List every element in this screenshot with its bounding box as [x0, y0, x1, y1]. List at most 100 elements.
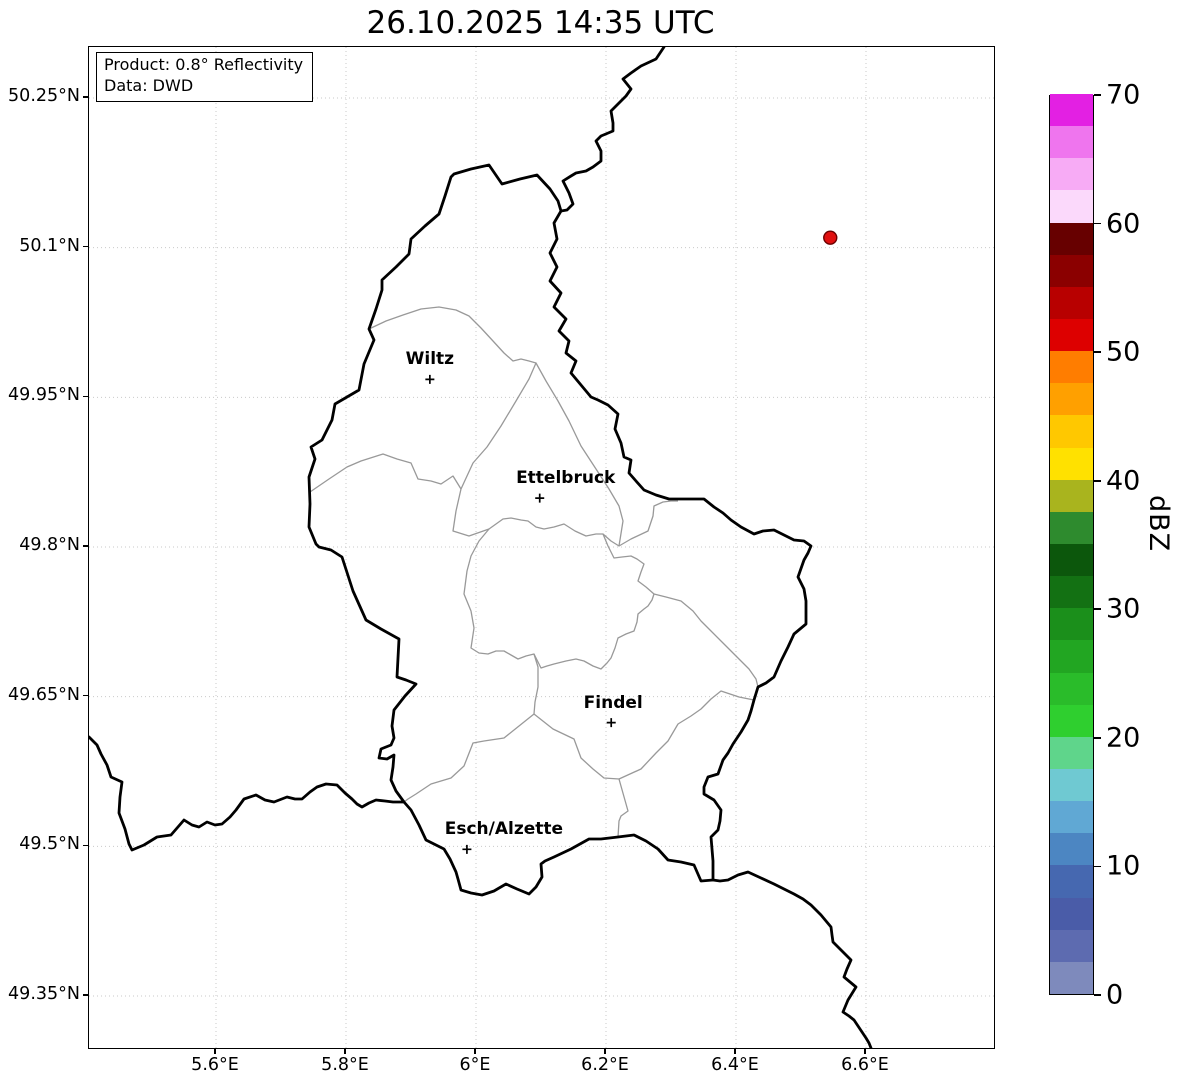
canton-border	[452, 488, 678, 547]
city-marker-icon	[535, 493, 545, 503]
canton-border	[463, 528, 655, 670]
colorbar-segment	[1050, 447, 1093, 480]
city-marker-icon	[606, 718, 616, 728]
canton-border	[618, 690, 755, 780]
colorbar-segment	[1050, 736, 1093, 769]
colorbar-segment	[1050, 961, 1093, 994]
colorbar-tick	[1094, 222, 1101, 225]
colorbar-segment	[1050, 607, 1093, 641]
luxembourg-border	[307, 163, 813, 897]
colorbar-segment	[1050, 704, 1093, 737]
colorbar-tick	[1094, 737, 1101, 739]
colorbar-segment	[1050, 543, 1093, 577]
y-axis-tick	[83, 395, 88, 397]
france-germany-border	[711, 870, 873, 1048]
france-belgium-border	[89, 735, 406, 852]
y-tick-label: 49.65°N	[8, 684, 80, 705]
x-tick-label: 6.4°E	[711, 1055, 759, 1075]
x-axis-tick	[214, 1049, 216, 1054]
x-tick-label: 5.8°E	[321, 1055, 369, 1075]
colorbar-segment	[1050, 672, 1093, 705]
y-axis-tick	[83, 695, 88, 697]
map-plot-area: Product: 0.8° Reflectivity Data: DWD Wil…	[88, 46, 995, 1049]
colorbar-segment	[1050, 125, 1093, 159]
colorbar-segment	[1050, 382, 1093, 416]
x-tick-label: 6°E	[459, 1055, 491, 1075]
colorbar-tick	[1094, 479, 1101, 482]
y-axis-tick	[83, 96, 88, 98]
canton-border	[309, 453, 462, 493]
colorbar-segment	[1050, 511, 1093, 544]
city-label: Wiltz	[405, 349, 455, 370]
colorbar-tick-label: 0	[1106, 979, 1124, 1011]
colorbar-tick-label: 40	[1106, 465, 1141, 497]
x-axis-tick	[734, 1049, 736, 1054]
colorbar-segment	[1050, 189, 1093, 223]
canton-border	[368, 306, 537, 364]
x-axis-tick	[344, 1049, 346, 1054]
canton-border	[403, 713, 535, 803]
x-tick-label: 6.2°E	[581, 1055, 629, 1075]
info-box-product: Product: 0.8° Reflectivity	[104, 55, 304, 74]
colorbar-segment	[1050, 414, 1093, 448]
x-axis-tick	[474, 1049, 476, 1054]
city-label: Esch/Alzette	[444, 819, 564, 840]
colorbar-segment	[1050, 929, 1093, 962]
x-axis-tick	[604, 1049, 606, 1054]
colorbar-segment	[1050, 479, 1093, 512]
y-tick-label: 49.95°N	[8, 385, 80, 406]
info-box-source: Data: DWD	[104, 75, 194, 95]
radar-site-dot	[823, 230, 838, 245]
colorbar-tick	[1094, 351, 1101, 353]
y-axis-tick	[83, 246, 88, 248]
x-tick-label: 6.6°E	[841, 1055, 889, 1075]
city-marker-icon	[425, 374, 435, 384]
city-marker-icon	[462, 844, 472, 854]
canton-border	[533, 653, 539, 715]
colorbar-segment	[1050, 254, 1093, 287]
y-tick-label: 50.25°N	[8, 85, 80, 106]
colorbar-tick-label: 20	[1106, 722, 1141, 754]
colorbar-segment	[1050, 318, 1093, 352]
canton-border	[460, 362, 624, 547]
map-svg	[89, 47, 994, 1048]
colorbar-segment	[1050, 93, 1093, 127]
x-tick-label: 5.6°E	[191, 1055, 239, 1075]
colorbar-segment	[1050, 157, 1093, 191]
colorbar-tick-label: 50	[1106, 336, 1141, 368]
colorbar-segment	[1050, 800, 1093, 834]
belgium-germany-border	[559, 47, 666, 213]
y-axis-tick	[83, 844, 88, 846]
canton-border	[533, 713, 629, 838]
colorbar-segment	[1050, 864, 1093, 898]
colorbar-segment	[1050, 286, 1093, 319]
colorbar-tick-label: 70	[1106, 79, 1141, 111]
y-tick-label: 49.35°N	[8, 984, 80, 1004]
colorbar	[1049, 93, 1094, 995]
colorbar-segment	[1050, 897, 1093, 930]
colorbar-tick-label: 30	[1106, 593, 1141, 625]
x-axis-tick	[864, 1049, 866, 1054]
canton-border	[653, 593, 759, 688]
y-tick-label: 50.1°N	[19, 235, 80, 256]
colorbar-tick	[1094, 94, 1101, 96]
colorbar-segment	[1050, 639, 1093, 673]
colorbar-tick	[1094, 994, 1101, 996]
colorbar-tick-label: 10	[1106, 850, 1141, 882]
colorbar-tick-label: 60	[1106, 208, 1141, 240]
city-label: Findel	[583, 692, 643, 713]
colorbar-tick	[1094, 608, 1101, 611]
figure-title: 26.10.2025 14:35 UTC	[366, 5, 715, 41]
city-label: Ettelbruck	[516, 468, 616, 489]
colorbar-segment	[1050, 575, 1093, 609]
y-axis-tick	[83, 994, 88, 996]
colorbar-unit-label: dBZ	[1143, 495, 1174, 553]
info-box: Product: 0.8° Reflectivity Data: DWD	[96, 52, 314, 102]
colorbar-segment	[1050, 222, 1093, 255]
y-tick-label: 49.5°N	[19, 834, 80, 855]
colorbar-segment	[1050, 350, 1093, 384]
colorbar-segment	[1050, 832, 1093, 866]
y-tick-label: 49.8°N	[19, 535, 80, 555]
y-axis-tick	[83, 545, 88, 547]
